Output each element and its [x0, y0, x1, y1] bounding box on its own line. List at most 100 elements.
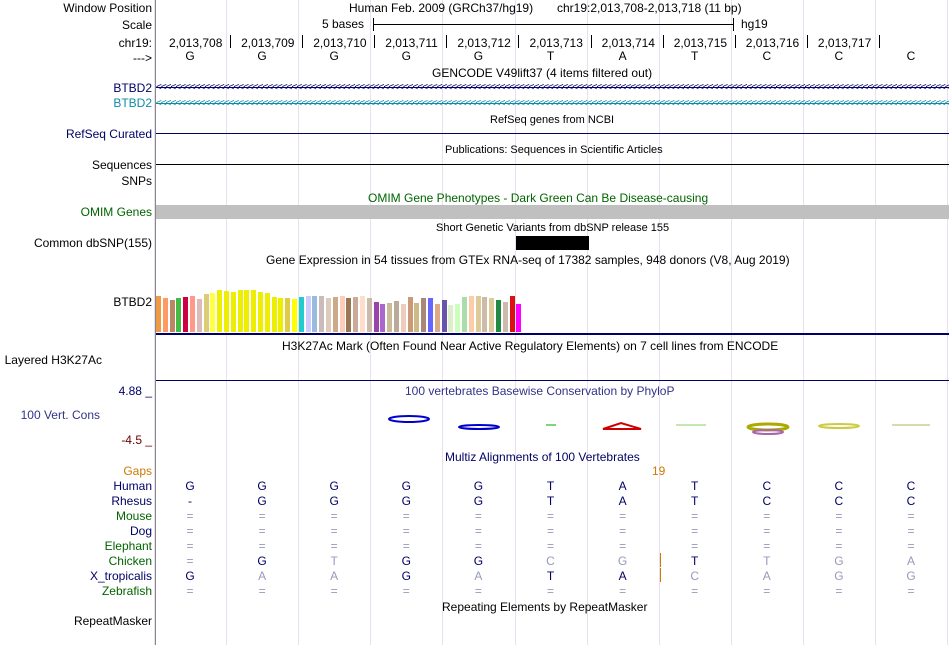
alignment-base: = [835, 509, 843, 523]
snps-label[interactable]: SNPs [121, 174, 152, 188]
gtex-bar[interactable] [244, 290, 250, 332]
omim-label[interactable]: OMIM Genes [80, 205, 152, 219]
gtex-bar[interactable] [326, 298, 331, 332]
ruler-position: 2,013,712 [457, 36, 511, 50]
gtex-bar[interactable] [292, 299, 297, 332]
gtex-bar[interactable] [366, 298, 372, 332]
gtex-bar[interactable] [407, 297, 413, 332]
alignment-base: G [329, 494, 339, 508]
gtex-track-title: Gene Expression in 54 tissues from GTEx … [266, 253, 790, 267]
gtex-bar[interactable] [251, 290, 257, 332]
gtex-bar[interactable] [332, 297, 338, 332]
gtex-bar[interactable] [305, 296, 311, 332]
gtex-bar[interactable] [387, 303, 393, 332]
sequences-feature[interactable] [156, 164, 949, 165]
gtex-bar[interactable] [162, 298, 168, 332]
gtex-bar[interactable] [224, 291, 229, 332]
gtex-bar[interactable] [230, 292, 236, 332]
gtex-bar[interactable] [237, 290, 243, 332]
gtex-bar[interactable] [217, 290, 223, 332]
alignment-base: = [691, 539, 699, 553]
common-dbsnp-label[interactable]: Common dbSNP(155) [33, 236, 152, 250]
gtex-bar[interactable] [455, 304, 461, 332]
ruler-base: G [401, 49, 411, 63]
gtex-bar[interactable] [421, 298, 427, 332]
gtex-bar[interactable] [346, 298, 352, 332]
gtex-bar[interactable] [482, 297, 488, 332]
cons-track-label[interactable]: 100 Vert. Cons [20, 408, 100, 422]
species-label[interactable]: Dog [129, 524, 152, 538]
gtex-bar[interactable] [373, 302, 379, 332]
gtex-bar[interactable] [258, 292, 263, 332]
gtex-bar[interactable] [271, 297, 277, 332]
gtex-bar[interactable] [312, 296, 318, 332]
species-label[interactable]: X_tropicalis [89, 569, 152, 583]
gtex-bar[interactable] [448, 305, 454, 332]
gencode-label-btbd2-b[interactable]: BTBD2 [113, 96, 152, 110]
species-label[interactable]: Rhesus [111, 494, 152, 508]
gtex-bar[interactable] [264, 293, 270, 332]
gtex-bar[interactable] [428, 298, 433, 332]
gtex-bar[interactable] [475, 296, 481, 332]
omim-track-title: OMIM Gene Phenotypes - Dark Green Can Be… [368, 191, 709, 205]
gtex-bar[interactable] [156, 296, 161, 332]
species-label[interactable]: Elephant [104, 539, 152, 553]
gtex-bar[interactable] [394, 301, 399, 332]
gencode-feature-btbd2-b[interactable] [156, 103, 949, 104]
gtex-bar[interactable] [319, 296, 325, 332]
gaps-label: Gaps [123, 464, 152, 478]
gtex-bar[interactable] [516, 304, 522, 332]
gtex-bar[interactable] [380, 304, 386, 332]
gtex-bar[interactable] [468, 296, 474, 332]
gtex-bar[interactable] [509, 296, 515, 332]
gencode-feature-btbd2-a[interactable] [156, 87, 949, 88]
layered-h3k27ac-label[interactable]: Layered H3K27Ac [4, 353, 102, 367]
cons-logo-g1 [388, 415, 430, 423]
gtex-bar[interactable] [496, 300, 501, 332]
gtex-bar[interactable] [196, 299, 202, 332]
alignment-base: = [835, 539, 843, 553]
gtex-bar[interactable] [462, 297, 467, 332]
gtex-bar[interactable] [414, 303, 420, 332]
gtex-bar[interactable] [183, 297, 189, 332]
gtex-bar[interactable] [502, 302, 508, 332]
refseq-feature[interactable] [156, 133, 949, 134]
refseq-label[interactable]: RefSeq Curated [65, 127, 152, 141]
species-label[interactable]: Mouse [115, 509, 152, 523]
ruler-position: 2,013,708 [169, 36, 223, 50]
gtex-bar[interactable] [353, 297, 359, 332]
gtex-bar[interactable] [210, 293, 216, 332]
gtex-bar[interactable] [190, 296, 195, 332]
gtex-bar[interactable] [298, 297, 304, 332]
gtex-label[interactable]: BTBD2 [113, 295, 152, 309]
scale-bar [373, 24, 733, 25]
gtex-bar[interactable] [400, 304, 406, 332]
species-label[interactable]: Chicken [108, 554, 152, 568]
alignment-base: = [258, 524, 266, 538]
alignment-base: G [834, 569, 844, 583]
sequences-label[interactable]: Sequences [91, 158, 152, 172]
gtex-bar[interactable] [441, 300, 447, 332]
gencode-label-btbd2-a[interactable]: BTBD2 [113, 81, 152, 95]
scale-label: Scale [121, 18, 152, 32]
gtex-bar[interactable] [434, 304, 440, 332]
species-label[interactable]: Zebrafish [101, 584, 152, 598]
gtex-chart[interactable] [156, 266, 556, 332]
gtex-bar[interactable] [285, 298, 291, 332]
gtex-bar[interactable] [203, 294, 209, 332]
gtex-bar[interactable] [176, 298, 182, 332]
gtex-bar[interactable] [169, 300, 175, 332]
species-label[interactable]: Human [113, 479, 152, 493]
grid-line [875, 0, 876, 645]
alignment-base: C [546, 554, 555, 568]
omim-feature[interactable] [156, 205, 949, 219]
repeatmasker-label[interactable]: RepeatMasker [73, 614, 152, 628]
dbsnp-feature[interactable] [516, 236, 589, 250]
gtex-bar[interactable] [360, 296, 365, 332]
gtex-bar[interactable] [339, 296, 345, 332]
gtex-bar[interactable] [489, 298, 495, 332]
gencode-track-title: GENCODE V49lift37 (4 items filtered out) [432, 66, 653, 80]
ruler-base: C [762, 49, 772, 63]
gtex-bar[interactable] [278, 298, 284, 332]
